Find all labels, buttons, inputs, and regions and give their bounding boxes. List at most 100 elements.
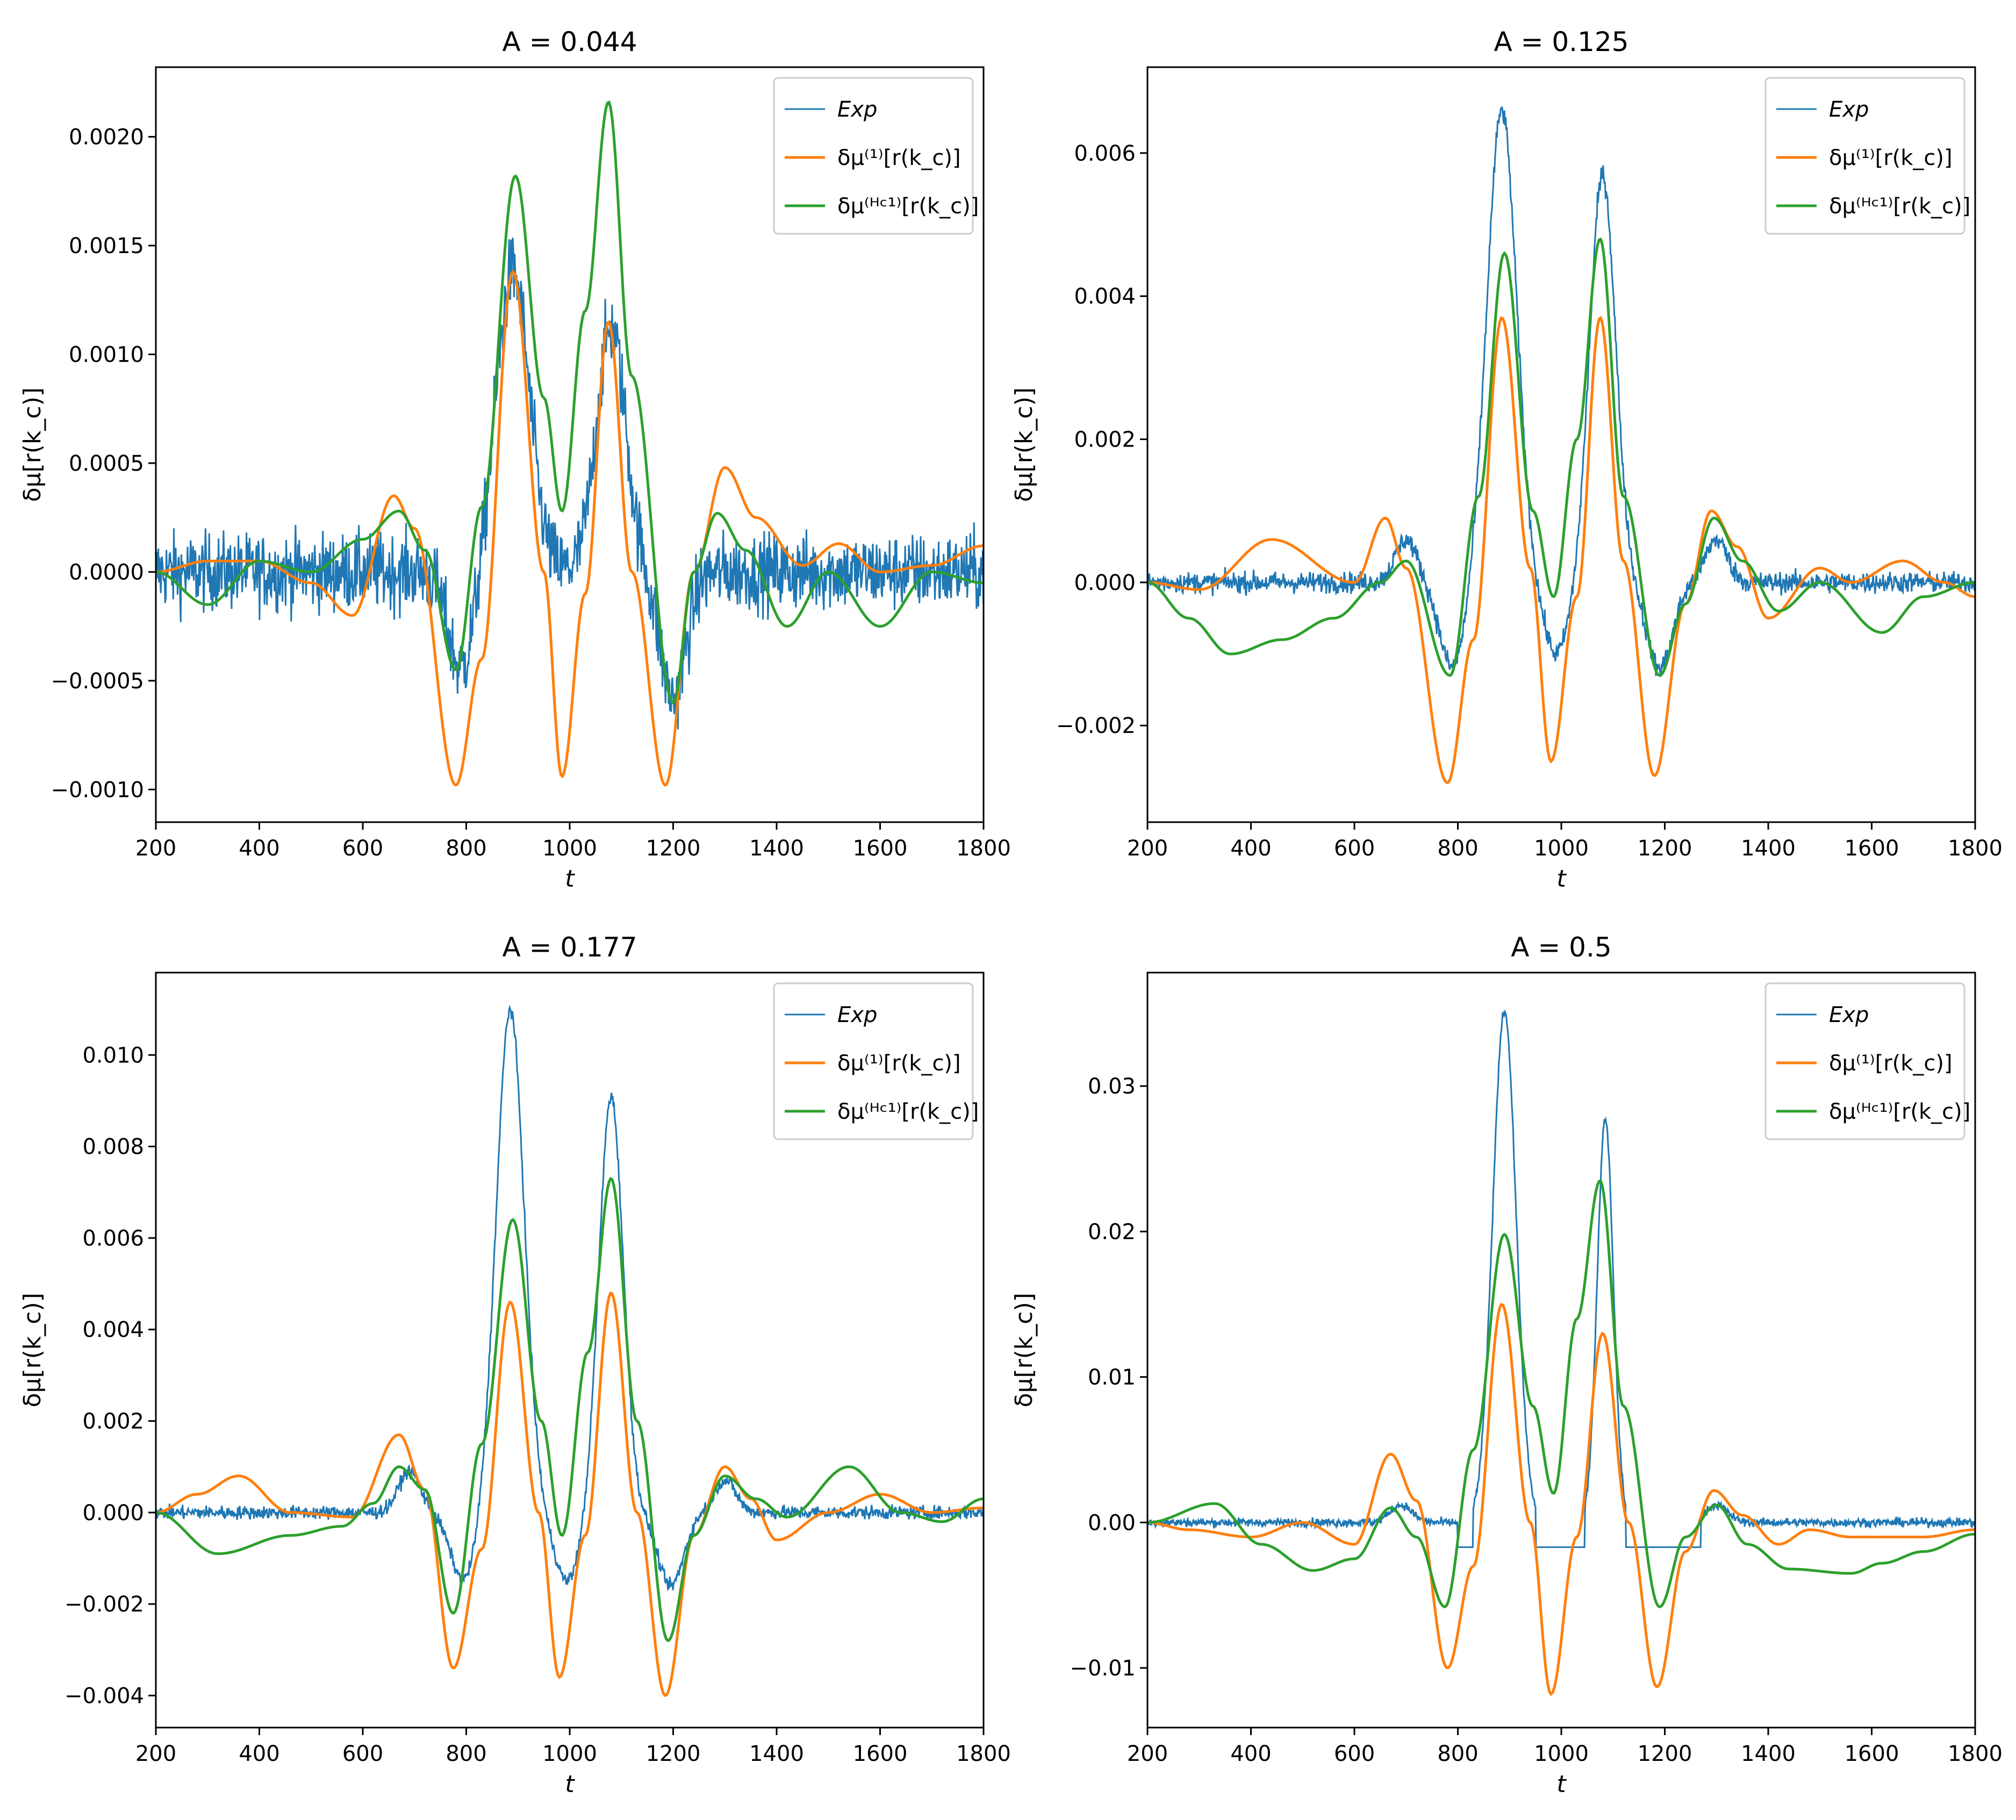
x-tick-label: 1600 [853,836,908,861]
x-tick-label: 200 [135,1742,176,1766]
x-tick-label: 1400 [749,836,804,861]
x-tick-label: 400 [239,1742,279,1766]
y-tick-label: 0.008 [82,1135,144,1160]
legend-label: δμ⁽¹⁾[r(k_c)] [837,1051,961,1076]
y-tick-label: 0.01 [1088,1365,1136,1390]
y-axis-label: δμ[r(k_c)] [1010,1293,1038,1407]
x-tick-label: 1200 [646,836,701,861]
chart-panel-4: A = 0.5 200 400 600 800 1000 1200 1400 1600 1800 −… [1010,932,2003,1798]
series-hc-line [1147,237,1975,677]
y-tick-label: 0.004 [82,1318,144,1342]
x-tick-label: 800 [1437,836,1478,861]
chart-title: A = 0.125 [1494,26,1628,57]
axes-frame [1146,972,1976,1729]
y-tick-label: 0.02 [1088,1220,1136,1244]
x-tick-label: 600 [1334,836,1375,861]
y-axis-label: δμ[r(k_c)] [19,1293,46,1407]
y-axis-label: δμ[r(k_c)] [1010,387,1038,502]
y-tick-label: 0.0000 [69,560,144,585]
series-first-line [1147,1303,1975,1696]
x-tick-label: 1200 [1638,1742,1692,1766]
series-first-line [1147,315,1975,785]
x-tick-label: 1800 [1948,1742,2003,1766]
legend-label: δμ⁽ᴴᶜ¹⁾[r(k_c)] [837,194,979,219]
x-tick-label: 1600 [1845,1742,1899,1766]
x-tick-label: 1400 [749,1742,804,1766]
y-tick-label: −0.004 [64,1684,144,1708]
x-axis-label: t [1556,865,1567,893]
series-exp-line [156,238,984,730]
legend-label: Exp [837,1003,877,1027]
series-hc-line [1147,1179,1975,1609]
x-tick-label: 1400 [1741,1742,1796,1766]
x-tick-label: 1000 [1534,1742,1589,1766]
chart-title: A = 0.044 [502,26,637,57]
axes-frame [155,66,985,823]
axes-frame [1146,66,1976,823]
x-axis-label: t [565,865,575,893]
series-first-line [156,269,984,787]
legend-label: Exp [837,97,877,122]
plot-area [156,1004,984,1697]
series-exp-line [156,1004,984,1591]
x-tick-label: 600 [1334,1742,1375,1766]
legend-label: δμ⁽ᴴᶜ¹⁾[r(k_c)] [1829,1099,1970,1124]
chart-panel-2: A = 0.125 200 400 600 800 1000 1200 1400 1600 180… [1010,26,2003,893]
y-tick-label: −0.002 [1056,714,1136,738]
y-tick-label: 0.002 [1074,428,1136,452]
x-tick-label: 400 [1230,1742,1271,1766]
x-tick-label: 600 [342,836,383,861]
legend-box [1764,77,1965,235]
legend-label: δμ⁽¹⁾[r(k_c)] [1829,146,1953,170]
y-tick-label: 0.0020 [69,125,144,150]
legend-box [773,77,974,235]
x-tick-label: 200 [135,836,176,861]
x-tick-label: 1200 [646,1742,701,1766]
legend-label: Exp [1829,97,1869,122]
chart-title: A = 0.5 [1511,932,1611,963]
series-hc-line [156,1177,984,1643]
plot-area [1147,1009,1975,1696]
legend-label: δμ⁽ᴴᶜ¹⁾[r(k_c)] [1829,194,1970,219]
x-axis-label: t [1556,1771,1567,1798]
y-tick-label: 0.0015 [69,234,144,258]
y-tick-label: 0.010 [82,1043,144,1068]
legend: Exp δμ⁽¹⁾[r(k_c)] δμ⁽ᴴᶜ¹⁾[r(k_c)] [1764,77,1970,235]
legend-box [1764,982,1965,1140]
legend: Exp δμ⁽¹⁾[r(k_c)] δμ⁽ᴴᶜ¹⁾[r(k_c)] [1764,982,1970,1140]
y-tick-label: 0.006 [82,1226,144,1251]
legend-box [773,982,974,1140]
x-tick-label: 1800 [1948,836,2003,861]
legend: Exp δμ⁽¹⁾[r(k_c)] δμ⁽ᴴᶜ¹⁾[r(k_c)] [773,982,979,1140]
x-tick-label: 1200 [1638,836,1692,861]
chart-title: A = 0.177 [502,932,637,963]
y-tick-label: −0.0005 [51,669,144,694]
legend-label: Exp [1829,1003,1869,1027]
y-tick-label: −0.0010 [51,778,144,802]
legend: Exp δμ⁽¹⁾[r(k_c)] δμ⁽ᴴᶜ¹⁾[r(k_c)] [773,77,979,235]
series-exp-line [1147,106,1975,677]
y-tick-label: 0.002 [82,1409,144,1434]
x-tick-label: 1400 [1741,836,1796,861]
plot-area [156,100,984,787]
x-tick-label: 200 [1127,836,1168,861]
x-tick-label: 1600 [1845,836,1899,861]
y-tick-label: 0.000 [1074,571,1136,595]
x-axis-label: t [565,1771,575,1798]
axes-frame [155,972,985,1729]
chart-panel-1: A = 0.044 200 400 600 800 1000 1200 1400 1600 180… [19,26,1011,893]
x-tick-label: 1000 [542,836,597,861]
legend-label: δμ⁽ᴴᶜ¹⁾[r(k_c)] [837,1099,979,1124]
y-tick-label: 0.03 [1088,1074,1136,1099]
x-tick-label: 1800 [956,1742,1011,1766]
y-tick-label: −0.002 [64,1592,144,1617]
y-tick-label: −0.01 [1070,1656,1136,1681]
x-tick-label: 600 [342,1742,383,1766]
y-tick-label: 0.0010 [69,342,144,367]
series-hc-line [156,100,984,704]
legend-label: δμ⁽¹⁾[r(k_c)] [837,146,961,170]
x-tick-label: 1000 [542,1742,597,1766]
x-tick-label: 400 [1230,836,1271,861]
y-tick-label: 0.00 [1088,1510,1136,1535]
